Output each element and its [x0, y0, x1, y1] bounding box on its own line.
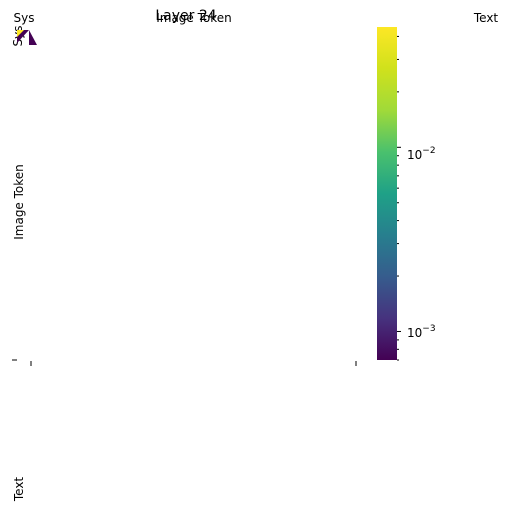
y-tick-label-text: Text	[12, 477, 26, 503]
colorbar	[377, 27, 397, 360]
x-tick-label-text: Text	[473, 11, 499, 25]
x-tick-label-image-token: Image Token	[156, 11, 232, 25]
heatmap-cell	[29, 30, 37, 45]
x-tick-label-sys: Sys	[14, 11, 35, 25]
chart-title: Layer 24	[155, 8, 216, 24]
colorbar-label-1e-2: 10−2	[407, 146, 436, 162]
colorbar-label-1e-3: 10−3	[407, 324, 436, 340]
y-tick-label-image-token: Image Token	[12, 164, 26, 240]
colorbar-ticks	[397, 35, 401, 361]
heatmap-cell	[17, 30, 24, 37]
heatmap-cells	[17, 30, 37, 45]
